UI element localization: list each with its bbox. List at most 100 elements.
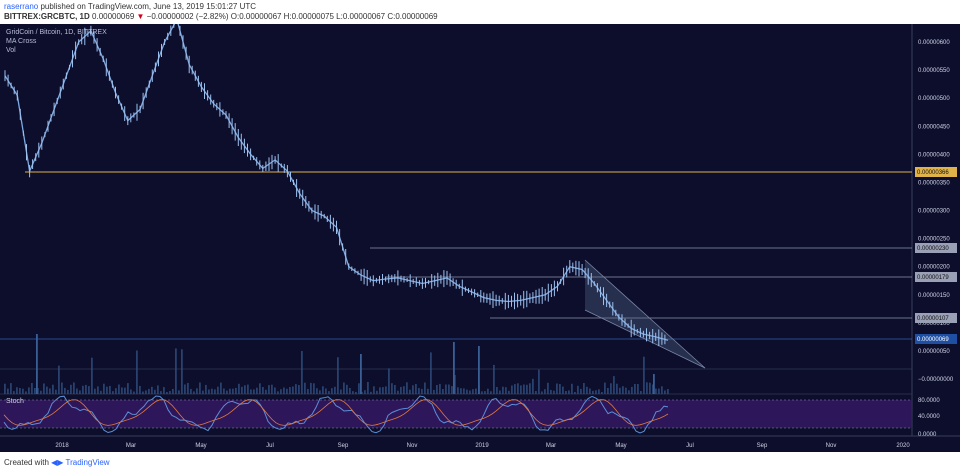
volume-bar <box>10 383 12 394</box>
volume-bar <box>484 391 486 394</box>
volume-bar <box>433 389 435 394</box>
volume-bar <box>121 387 123 394</box>
volume-bar <box>619 387 621 394</box>
volume-bar <box>385 386 387 394</box>
symbol-line: BITTREX:GRCBTC, 1D 0.00000069 ▼ −0.00000… <box>4 12 438 21</box>
volume-bar <box>64 387 66 394</box>
chart-area[interactable]: 0.00000600 0.00000550 0.00000500 0.00000450… <box>0 24 960 452</box>
price-tick-label: 0.00000100 <box>918 321 950 327</box>
author-link[interactable]: raserrano <box>4 2 39 11</box>
volume-bar <box>262 387 264 394</box>
volume-bar <box>196 388 198 394</box>
volume-bar <box>541 391 543 394</box>
ma-cross-label[interactable]: MA Cross <box>6 38 37 45</box>
vol-label[interactable]: Vol <box>6 47 16 54</box>
ohlc-text: O:0.00000067 H:0.00000075 L:0.00000067 C… <box>230 12 438 21</box>
volume-bar <box>301 351 303 394</box>
chart-canvas[interactable]: 0.00000600 0.00000550 0.00000500 0.00000450… <box>0 24 960 452</box>
volume-bar <box>532 378 534 394</box>
volume-bar <box>565 391 567 394</box>
volume-bar <box>453 342 455 394</box>
footer-credit: Created with ◀▶ TradingView <box>4 458 110 467</box>
volume-bar <box>28 387 30 394</box>
volume-bar <box>217 386 219 394</box>
volume-bar <box>190 388 192 394</box>
volume-bar <box>109 385 111 394</box>
volume-bar <box>118 384 120 394</box>
volume-bar <box>253 389 255 394</box>
volume-bar <box>499 390 501 394</box>
volume-bar <box>316 388 318 394</box>
volume-bar <box>457 387 459 394</box>
volume-bar <box>469 390 471 394</box>
volume-bar <box>667 389 669 394</box>
volume-bar <box>202 390 204 394</box>
volume-bar <box>505 387 507 394</box>
volume-bar <box>331 388 333 394</box>
volume-bar <box>82 385 84 394</box>
volume-bar <box>85 384 87 394</box>
volume-bar <box>166 392 168 394</box>
volume-bar <box>430 352 432 394</box>
volume-bar <box>178 390 180 394</box>
price-axis[interactable]: 0.00000600 0.00000550 0.00000500 0.00000450… <box>918 40 954 383</box>
price-tags: 0.00000366 0.00000230 0.00000179 0.00000107… <box>915 167 957 344</box>
volume-bar <box>70 384 72 394</box>
volume-bar <box>268 385 270 394</box>
volume-bar <box>511 385 513 394</box>
volume-bar <box>466 389 468 394</box>
volume-bar <box>526 384 528 394</box>
volume-bar <box>439 383 441 394</box>
time-tick-label: Mar <box>126 443 136 449</box>
volume-bar <box>589 388 591 394</box>
volume-bar <box>34 388 36 394</box>
price-tag-label: 0.00000179 <box>917 275 949 281</box>
volume-bar <box>360 354 362 394</box>
volume-bar <box>622 386 624 394</box>
volume-bar <box>412 385 414 394</box>
volume-bar <box>655 388 657 394</box>
price-tick-label: 0.00000050 <box>918 349 950 355</box>
published-text: published on TradingView.com, June 13, 2… <box>40 2 257 11</box>
volume-bar <box>397 390 399 394</box>
down-arrow-icon: ▼ <box>136 12 145 21</box>
volume-bar <box>451 386 453 394</box>
volume-bar <box>271 384 273 394</box>
time-tick-label: Nov <box>407 443 418 449</box>
time-tick-label: Sep <box>338 443 349 449</box>
volume-bar <box>310 382 312 394</box>
volume-bar <box>13 391 15 394</box>
volume-bar <box>31 383 33 394</box>
tradingview-logo-icon: ◀▶ <box>51 458 64 467</box>
tradingview-brand[interactable]: TradingView <box>65 458 110 467</box>
legend-labels: GridCoin / Bitcoin, 1D, BITTREX MA Cross… <box>6 28 107 55</box>
volume-bar <box>349 388 351 394</box>
volume-bar <box>211 388 213 394</box>
wedge-lower-line[interactable] <box>584 309 706 369</box>
created-with-text: Created with <box>4 458 49 467</box>
time-axis[interactable]: 2018 Mar May Jul Sep Nov 2019 Mar May Jul Sep Nov 20… <box>55 443 910 449</box>
volume-bar <box>214 389 216 394</box>
volume-bar <box>46 386 48 394</box>
wedge-upper-line[interactable] <box>584 259 706 369</box>
volume-bar <box>553 390 555 394</box>
volume-bar <box>250 389 252 394</box>
candle-wicks <box>4 24 666 347</box>
volume-bar <box>562 386 564 394</box>
volume-bar <box>127 383 129 394</box>
stoch-tick-label: 40.0000 <box>918 414 940 420</box>
volume-bar <box>535 391 537 394</box>
volume-bar <box>415 384 417 394</box>
price-tick-label: 0.00000200 <box>918 265 950 271</box>
volume-bar <box>313 383 315 394</box>
volume-bar <box>133 391 135 394</box>
volume-bar <box>646 382 648 394</box>
price-tick-label: −0.00000000 <box>918 377 954 383</box>
volume-bar <box>388 368 390 394</box>
stoch-label[interactable]: Stoch <box>6 398 24 405</box>
volume-bar <box>382 387 384 394</box>
volume-bar <box>340 389 342 394</box>
volume-bar <box>493 364 495 394</box>
volume-bar <box>367 382 369 394</box>
volume-bar <box>487 388 489 394</box>
